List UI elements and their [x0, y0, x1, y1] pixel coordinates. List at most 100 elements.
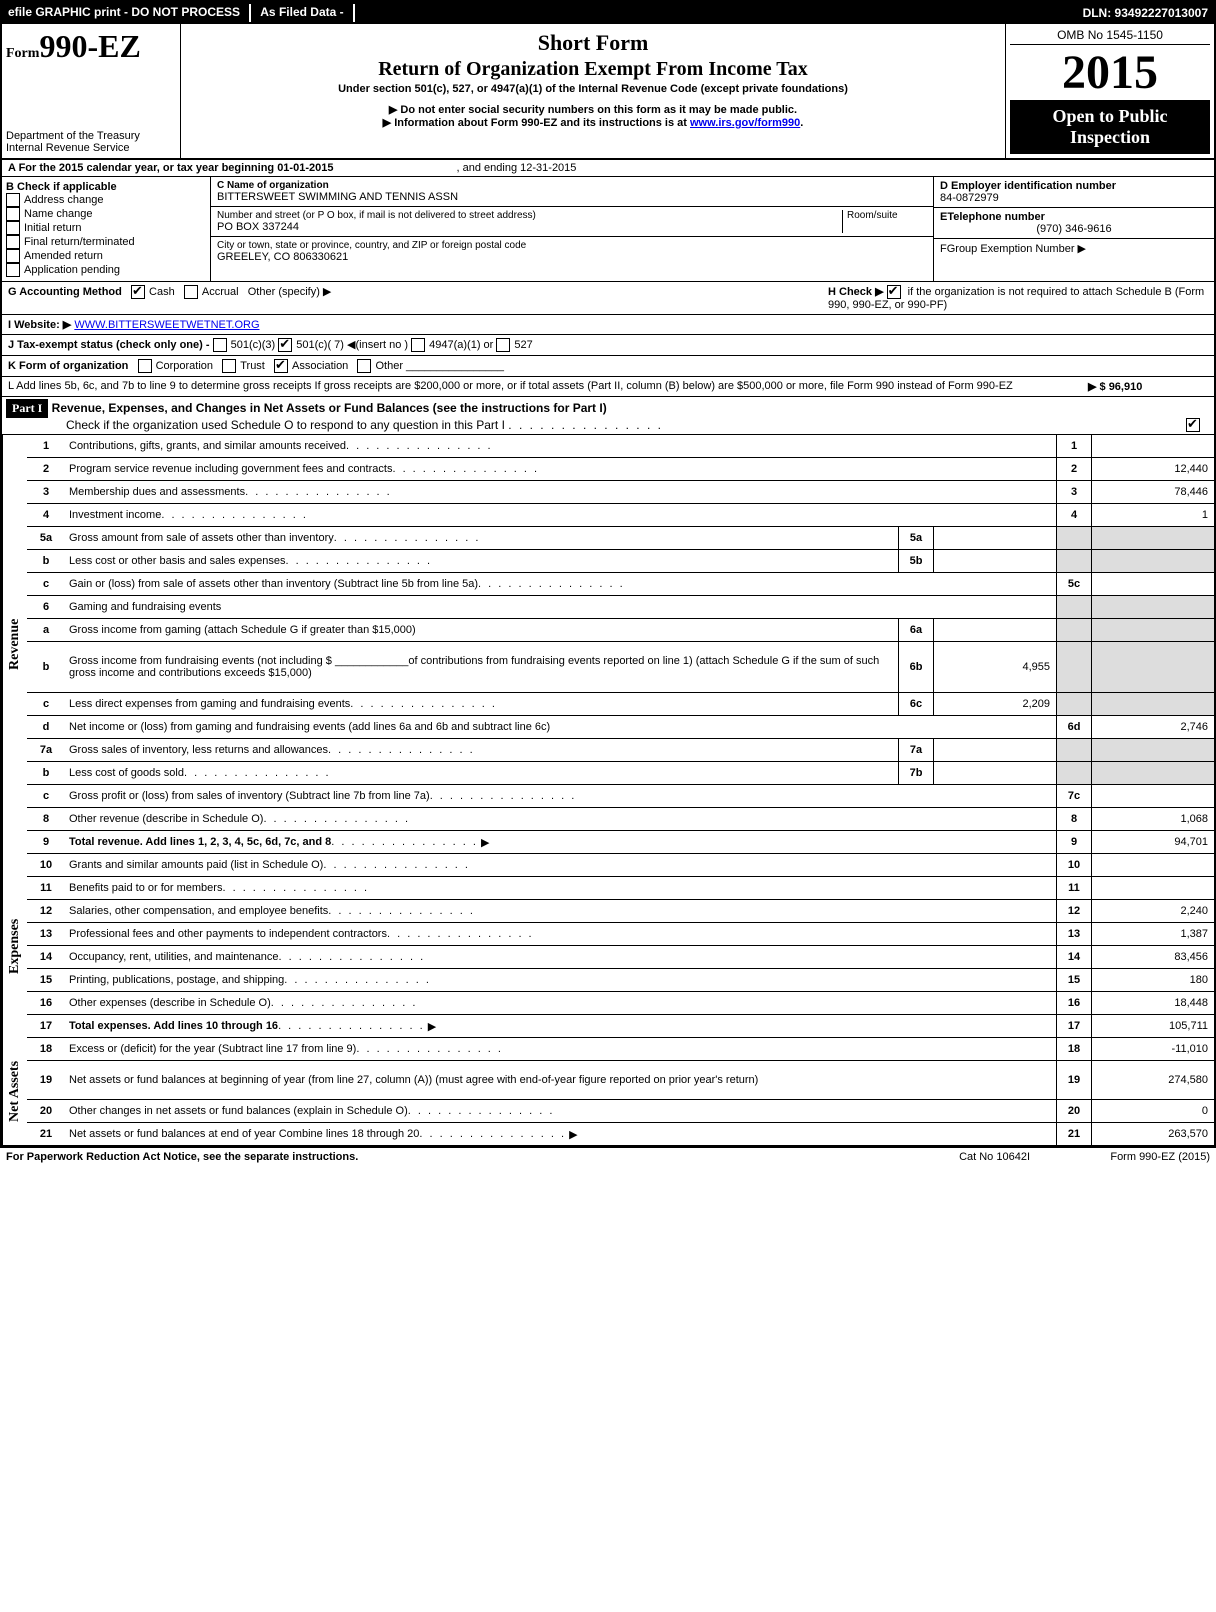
line-1: 1Contributions, gifts, grants, and simil… — [27, 435, 1214, 458]
line-9: 9Total revenue. Add lines 1, 2, 3, 4, 5c… — [27, 831, 1214, 854]
line-13: 13Professional fees and other payments t… — [27, 923, 1214, 946]
checkbox-icon[interactable] — [6, 235, 20, 249]
revenue-sidelabel: Revenue — [2, 435, 27, 854]
part-1-check-line: Check if the organization used Schedule … — [66, 418, 505, 432]
check-address-change: Address change — [6, 193, 206, 207]
gross-receipts-amount: ▶ $ 96,910 — [1088, 380, 1208, 393]
line-21: 21Net assets or fund balances at end of … — [27, 1123, 1214, 1145]
checkbox-schedule-o-icon[interactable] — [1186, 418, 1200, 432]
form-container: efile GRAPHIC print - DO NOT PROCESS As … — [0, 0, 1216, 1147]
line-6: 6Gaming and fundraising events — [27, 596, 1214, 619]
line-5c: cGain or (loss) from sale of assets othe… — [27, 573, 1214, 596]
line-5b: bLess cost or other basis and sales expe… — [27, 550, 1214, 573]
ein-row: D Employer identification number 84-0872… — [934, 177, 1214, 208]
footer-mid: Cat No 10642I — [959, 1151, 1030, 1163]
checkbox-icon[interactable] — [411, 338, 425, 352]
col-b: B Check if applicable Address change Nam… — [2, 177, 211, 281]
group-exemption-row: FGroup Exemption Number ▶ — [934, 239, 1214, 258]
expenses-section: Expenses 10Grants and similar amounts pa… — [2, 854, 1214, 1038]
header-mid: Short Form Return of Organization Exempt… — [181, 24, 1005, 158]
city-row: City or town, state or province, country… — [211, 237, 933, 266]
checkbox-icon[interactable] — [6, 207, 20, 221]
header-right: OMB No 1545-1150 2015 Open to Public Ins… — [1005, 24, 1214, 158]
checkbox-icon[interactable] — [496, 338, 510, 352]
tax-year: 2015 — [1010, 45, 1210, 100]
short-form-title: Short Form — [185, 30, 1001, 56]
row-l: L Add lines 5b, 6c, and 7b to line 9 to … — [2, 377, 1214, 397]
row-i: I Website: ▶ WWW.BITTERSWEETWETNET.ORG — [2, 315, 1214, 335]
form-number: Form990-EZ — [6, 28, 176, 65]
org-name: BITTERSWEET SWIMMING AND TENNIS ASSN — [217, 191, 927, 203]
dln: DLN: 93492227013007 — [1083, 6, 1208, 20]
line-6a: aGross income from gaming (attach Schedu… — [27, 619, 1214, 642]
col-c: C Name of organization BITTERSWEET SWIMM… — [211, 177, 933, 281]
checkbox-icon[interactable] — [6, 221, 20, 235]
telephone-row: ETelephone number (970) 346-9616 — [934, 208, 1214, 239]
checkbox-icon[interactable] — [278, 338, 292, 352]
row-h: H Check ▶ if the organization is not req… — [828, 285, 1208, 311]
checkbox-h-icon[interactable] — [887, 285, 901, 299]
line-14: 14Occupancy, rent, utilities, and mainte… — [27, 946, 1214, 969]
line-7b: bLess cost of goods sold7b — [27, 762, 1214, 785]
omb-number: OMB No 1545-1150 — [1010, 28, 1210, 45]
header-left: Form990-EZ Department of the Treasury In… — [2, 24, 181, 158]
footer: For Paperwork Reduction Act Notice, see … — [0, 1147, 1216, 1166]
footer-right: Form 990-EZ (2015) — [1030, 1151, 1210, 1163]
address-row: Number and street (or P O box, if mail i… — [211, 207, 933, 237]
checkbox-icon[interactable] — [6, 263, 20, 277]
header: Form990-EZ Department of the Treasury In… — [2, 24, 1214, 160]
netassets-section: Net Assets 18Excess or (deficit) for the… — [2, 1038, 1214, 1145]
line-10: 10Grants and similar amounts paid (list … — [27, 854, 1214, 877]
line-12: 12Salaries, other compensation, and empl… — [27, 900, 1214, 923]
line-11: 11Benefits paid to or for members11 — [27, 877, 1214, 900]
checkbox-icon[interactable] — [138, 359, 152, 373]
dept-info: Department of the Treasury Internal Reve… — [6, 130, 140, 154]
line-7c: cGross profit or (loss) from sales of in… — [27, 785, 1214, 808]
row-j: J Tax-exempt status (check only one) - 5… — [2, 335, 1214, 356]
row-g: G Accounting Method Cash Accrual Other (… — [8, 285, 828, 311]
website-link[interactable]: WWW.BITTERSWEETWETNET.ORG — [74, 319, 259, 331]
subtitle: Under section 501(c), 527, or 4947(a)(1)… — [185, 83, 1001, 95]
section-bcd: B Check if applicable Address change Nam… — [2, 177, 1214, 282]
netassets-sidelabel: Net Assets — [2, 1038, 27, 1145]
checkbox-icon[interactable] — [222, 359, 236, 373]
irs-link[interactable]: www.irs.gov/form990 — [690, 117, 800, 129]
part-1-label: Part I — [6, 399, 48, 418]
row-a: A For the 2015 calendar year, or tax yea… — [2, 160, 1214, 177]
topbar-left: efile GRAPHIC print - DO NOT PROCESS As … — [8, 4, 1083, 22]
line-8: 8Other revenue (describe in Schedule O)8… — [27, 808, 1214, 831]
checkbox-accrual-icon[interactable] — [184, 285, 198, 299]
checkbox-icon[interactable] — [6, 193, 20, 207]
line-17: 17Total expenses. Add lines 10 through 1… — [27, 1015, 1214, 1038]
ein-value: 84-0872979 — [940, 192, 1208, 204]
org-city: GREELEY, CO 806330621 — [217, 251, 927, 263]
line-6c: cLess direct expenses from gaming and fu… — [27, 693, 1214, 716]
row-k: K Form of organization Corporation Trust… — [2, 356, 1214, 377]
line-16: 16Other expenses (describe in Schedule O… — [27, 992, 1214, 1015]
telephone-value: (970) 346-9616 — [940, 223, 1208, 235]
line-4: 4Investment income41 — [27, 504, 1214, 527]
line-15: 15Printing, publications, postage, and s… — [27, 969, 1214, 992]
checkbox-icon[interactable] — [357, 359, 371, 373]
part-1-title: Revenue, Expenses, and Changes in Net As… — [52, 401, 607, 415]
line-20: 20Other changes in net assets or fund ba… — [27, 1100, 1214, 1123]
revenue-section: Revenue 1Contributions, gifts, grants, a… — [2, 435, 1214, 854]
line-2: 2Program service revenue including gover… — [27, 458, 1214, 481]
checkbox-icon[interactable] — [213, 338, 227, 352]
org-address: PO BOX 337244 — [217, 221, 842, 233]
line-6d: dNet income or (loss) from gaming and fu… — [27, 716, 1214, 739]
check-initial-return: Initial return — [6, 221, 206, 235]
line-19: 19Net assets or fund balances at beginni… — [27, 1061, 1214, 1100]
col-d: D Employer identification number 84-0872… — [933, 177, 1214, 281]
line-6b: bGross income from fundraising events (n… — [27, 642, 1214, 693]
checkbox-cash-icon[interactable] — [131, 285, 145, 299]
asfiled-label: As Filed Data - — [260, 5, 343, 19]
org-name-row: C Name of organization BITTERSWEET SWIMM… — [211, 177, 933, 207]
checkbox-icon[interactable] — [6, 249, 20, 263]
checkbox-icon[interactable] — [274, 359, 288, 373]
check-name-change: Name change — [6, 207, 206, 221]
main-title: Return of Organization Exempt From Incom… — [185, 58, 1001, 81]
check-final-return: Final return/terminated — [6, 235, 206, 249]
row-gh: G Accounting Method Cash Accrual Other (… — [2, 282, 1214, 315]
warning-1: ▶ Do not enter social security numbers o… — [185, 103, 1001, 116]
